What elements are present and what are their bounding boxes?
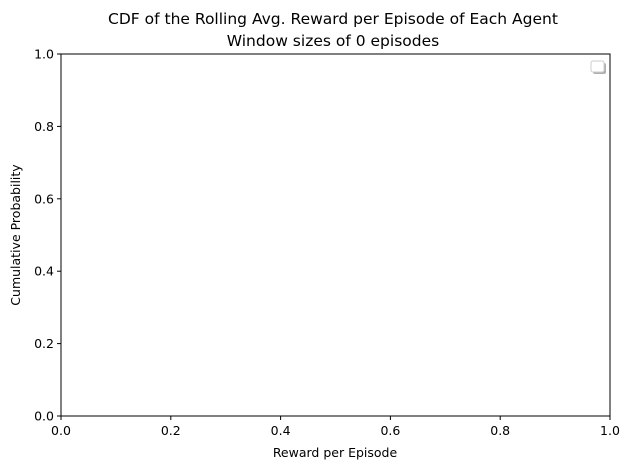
x-axis-label: Reward per Episode: [273, 445, 398, 460]
x-tick-label: 0.0: [51, 423, 71, 438]
chart-title: CDF of the Rolling Avg. Reward per Episo…: [108, 10, 558, 28]
y-tick-label: 0.6: [34, 191, 54, 206]
y-tick-label: 0.4: [34, 264, 54, 279]
plot-area: [61, 54, 610, 416]
chart-subtitle: Window sizes of 0 episodes: [227, 32, 439, 50]
y-axis-label: Cumulative Probability: [8, 164, 23, 306]
x-axis-ticks: 0.0 0.2 0.4 0.6 0.8 1.0: [51, 416, 620, 438]
x-tick-label: 0.6: [380, 423, 400, 438]
y-tick-label: 0.2: [34, 336, 54, 351]
x-tick-label: 0.4: [271, 423, 291, 438]
plot-frame: [60, 53, 611, 417]
y-tick-label: 0.8: [34, 119, 54, 134]
y-axis-ticks: 0.0 0.2 0.4 0.6 0.8 1.0: [34, 47, 61, 424]
legend-box: [590, 60, 605, 73]
y-tick-label: 1.0: [34, 47, 54, 62]
x-tick-label: 0.8: [490, 423, 510, 438]
legend: [590, 60, 606, 74]
y-tick-label: 0.0: [34, 409, 54, 424]
x-tick-label: 0.2: [161, 423, 181, 438]
x-tick-label: 1.0: [600, 423, 620, 438]
